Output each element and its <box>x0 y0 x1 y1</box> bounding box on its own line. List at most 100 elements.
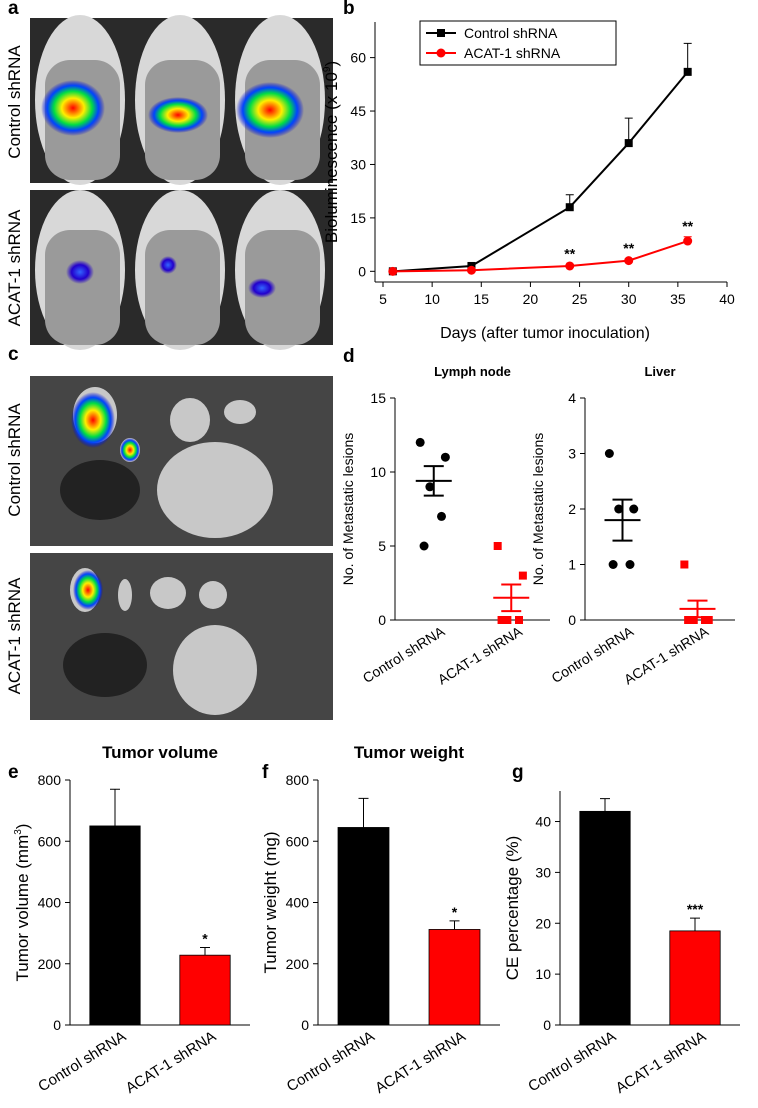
panel-letter: a <box>8 0 19 19</box>
bar <box>89 825 141 1026</box>
y-tick-label: 600 <box>38 833 62 849</box>
y-tick-label: 0 <box>568 612 576 628</box>
point <box>629 504 639 514</box>
x-tick-label: Control shRNA <box>360 623 448 686</box>
image-panel-c: c Control shRNA ACAT-1 shRNA <box>5 344 333 720</box>
panel-letter: c <box>8 344 19 365</box>
row-label: Control shRNA <box>5 403 24 517</box>
point <box>604 449 614 458</box>
annotation: ** <box>623 240 634 256</box>
livers <box>60 460 147 697</box>
point <box>684 616 693 624</box>
y-tick-label: 800 <box>286 772 310 788</box>
y-axis-label: No. of Metastatic lesions <box>530 433 546 586</box>
signal <box>159 256 177 274</box>
point <box>440 452 450 462</box>
point <box>419 541 429 551</box>
y-tick-label: 5 <box>378 538 386 554</box>
error-bar <box>110 788 120 826</box>
point <box>388 266 398 276</box>
legend-marker <box>436 48 446 58</box>
x-tick-label: 40 <box>719 291 735 307</box>
panel-letter: e <box>8 762 19 783</box>
y-tick-label: 4 <box>568 390 576 406</box>
bar <box>337 827 390 1026</box>
sem-bar <box>501 583 522 613</box>
annotation: * <box>202 931 208 947</box>
series-line <box>392 71 689 273</box>
row-label: ACAT-1 shRNA <box>5 577 24 694</box>
y-label-part: No. of Metastatic lesions <box>530 433 546 586</box>
y-label-part: No. of Metastatic lesions <box>340 433 356 586</box>
point <box>683 236 693 246</box>
point <box>624 256 634 266</box>
y-label-part: Bioluminescence (x 10 <box>322 72 341 243</box>
series-line <box>392 240 689 273</box>
x-tick-label: 35 <box>670 291 686 307</box>
error-bar <box>358 797 369 828</box>
point <box>437 511 446 521</box>
y-axis-label: Tumor volume (mm3) <box>13 824 32 982</box>
bar <box>428 929 481 1026</box>
x-tick-label: ACAT-1 shRNA <box>372 1028 468 1097</box>
y-tick-label: 30 <box>350 156 366 172</box>
image-panel-a: a Control shRNA ACAT-1 shRNA <box>5 0 333 350</box>
error-bar <box>200 947 210 956</box>
signal <box>248 278 276 298</box>
point <box>518 571 527 580</box>
y-tick-label: 0 <box>53 1017 61 1033</box>
point <box>683 67 692 76</box>
y-tick-label: 20 <box>535 915 551 931</box>
legend-marker <box>437 29 445 37</box>
x-tick-label: Control shRNA <box>284 1028 378 1095</box>
error-bar <box>449 920 460 930</box>
chart-title: Tumor volume <box>102 743 218 762</box>
x-tick-label: 10 <box>424 291 440 307</box>
sem-bar <box>423 465 444 497</box>
y-tick-label: 200 <box>286 956 310 972</box>
signal <box>41 80 105 136</box>
legend-label: ACAT-1 shRNA <box>464 45 561 61</box>
bar <box>179 954 231 1026</box>
point <box>625 560 635 569</box>
y-tick-label: 200 <box>38 956 62 972</box>
row-label: ACAT-1 shRNA <box>5 209 24 326</box>
chart-title: Tumor weight <box>354 743 465 762</box>
legend-box <box>419 20 617 66</box>
y-label-part: 3 <box>13 829 24 835</box>
signal <box>148 97 208 133</box>
panel-letter: d <box>343 346 355 367</box>
x-tick-label: ACAT-1 shRNA <box>435 623 526 688</box>
y-tick-label: 1 <box>568 557 576 573</box>
annotation: ** <box>682 218 693 234</box>
panel-letter: f <box>262 762 269 783</box>
point <box>466 265 476 275</box>
annotation: ** <box>564 246 575 262</box>
point <box>503 616 512 624</box>
sem-bar <box>612 498 633 542</box>
x-tick-label: Control shRNA <box>525 1028 619 1095</box>
y-tick-label: 60 <box>350 50 366 66</box>
y-tick-label: 0 <box>378 612 386 628</box>
x-tick-label: Control shRNA <box>35 1028 129 1095</box>
signal <box>236 82 304 138</box>
x-tick-label: 30 <box>621 291 637 307</box>
y-tick-label: 40 <box>535 814 551 830</box>
row-label: Control shRNA <box>5 45 24 159</box>
x-tick-label: ACAT-1 shRNA <box>123 1028 219 1097</box>
signal <box>120 438 140 462</box>
y-tick-label: 45 <box>350 103 366 119</box>
y-label-part: ) <box>13 824 32 830</box>
chart-title: Lymph node <box>434 364 511 379</box>
annotation: * <box>452 904 458 920</box>
y-tick-label: 3 <box>568 446 576 462</box>
y-tick-label: 600 <box>286 833 310 849</box>
point <box>624 139 633 148</box>
point <box>701 616 709 624</box>
y-tick-label: 0 <box>301 1017 309 1033</box>
point <box>565 203 574 212</box>
point <box>515 616 523 624</box>
x-tick-label: ACAT-1 shRNA <box>621 623 712 688</box>
point <box>415 437 425 447</box>
